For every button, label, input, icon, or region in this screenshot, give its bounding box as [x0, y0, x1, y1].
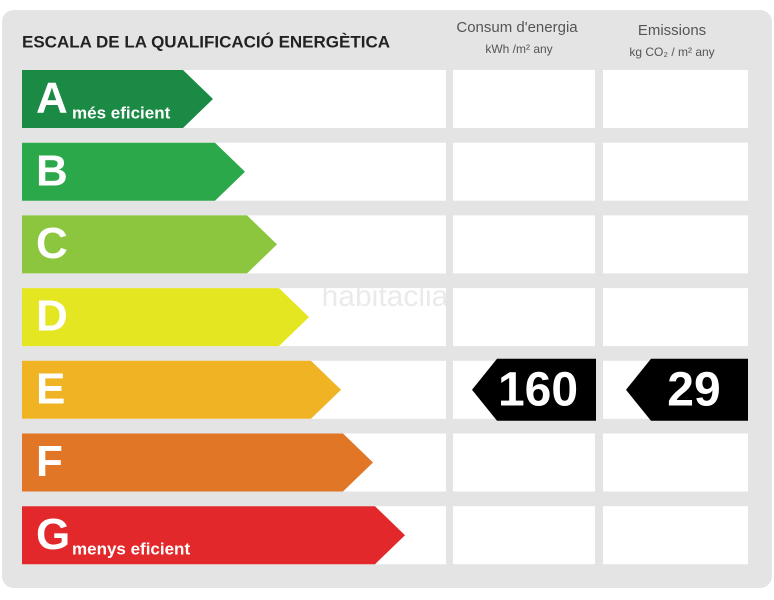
energy-letter: G: [36, 510, 70, 559]
value-cell: [603, 215, 748, 274]
consumption-value: 160: [498, 363, 578, 416]
energy-arrow: [22, 142, 245, 201]
energy-arrow: [22, 506, 405, 565]
column-unit: kWh /m² any: [485, 42, 552, 56]
energy-letter: E: [36, 364, 65, 413]
energy-arrow: [22, 70, 213, 128]
energy-letter: F: [36, 437, 63, 486]
energy-label: menys eficient: [72, 540, 190, 559]
energy-label: més eficient: [72, 103, 171, 122]
energy-arrow: [22, 433, 373, 492]
energy-letter: D: [36, 292, 68, 341]
value-cell: [603, 506, 748, 565]
value-cell: [603, 433, 748, 492]
energy-arrow: [22, 215, 277, 274]
energy-arrow: [22, 288, 309, 347]
column-title: Consum d'energia: [456, 19, 578, 36]
value-cell: [453, 70, 595, 128]
value-cell: [453, 215, 595, 274]
value-cell: [453, 288, 595, 347]
value-arrow: [472, 358, 596, 421]
column-unit: kg CO₂ / m² any: [629, 45, 714, 59]
value-cell: [603, 70, 748, 128]
energy-letter: A: [36, 74, 68, 123]
value-cell: [603, 142, 748, 201]
watermark: habitaclia: [322, 280, 449, 313]
value-cell: [453, 506, 595, 565]
value-cell: [453, 142, 595, 201]
column-title: Emissions: [638, 22, 706, 39]
energy-arrow: [22, 360, 341, 419]
title: ESCALA DE LA QUALIFICACIÓ ENERGÈTICA: [22, 32, 390, 51]
value-cell: [603, 288, 748, 347]
emissions-value: 29: [667, 363, 720, 416]
energy-letter: B: [36, 146, 68, 195]
value-cell: [453, 433, 595, 492]
value-arrow: [626, 358, 748, 421]
energy-letter: C: [36, 219, 68, 268]
